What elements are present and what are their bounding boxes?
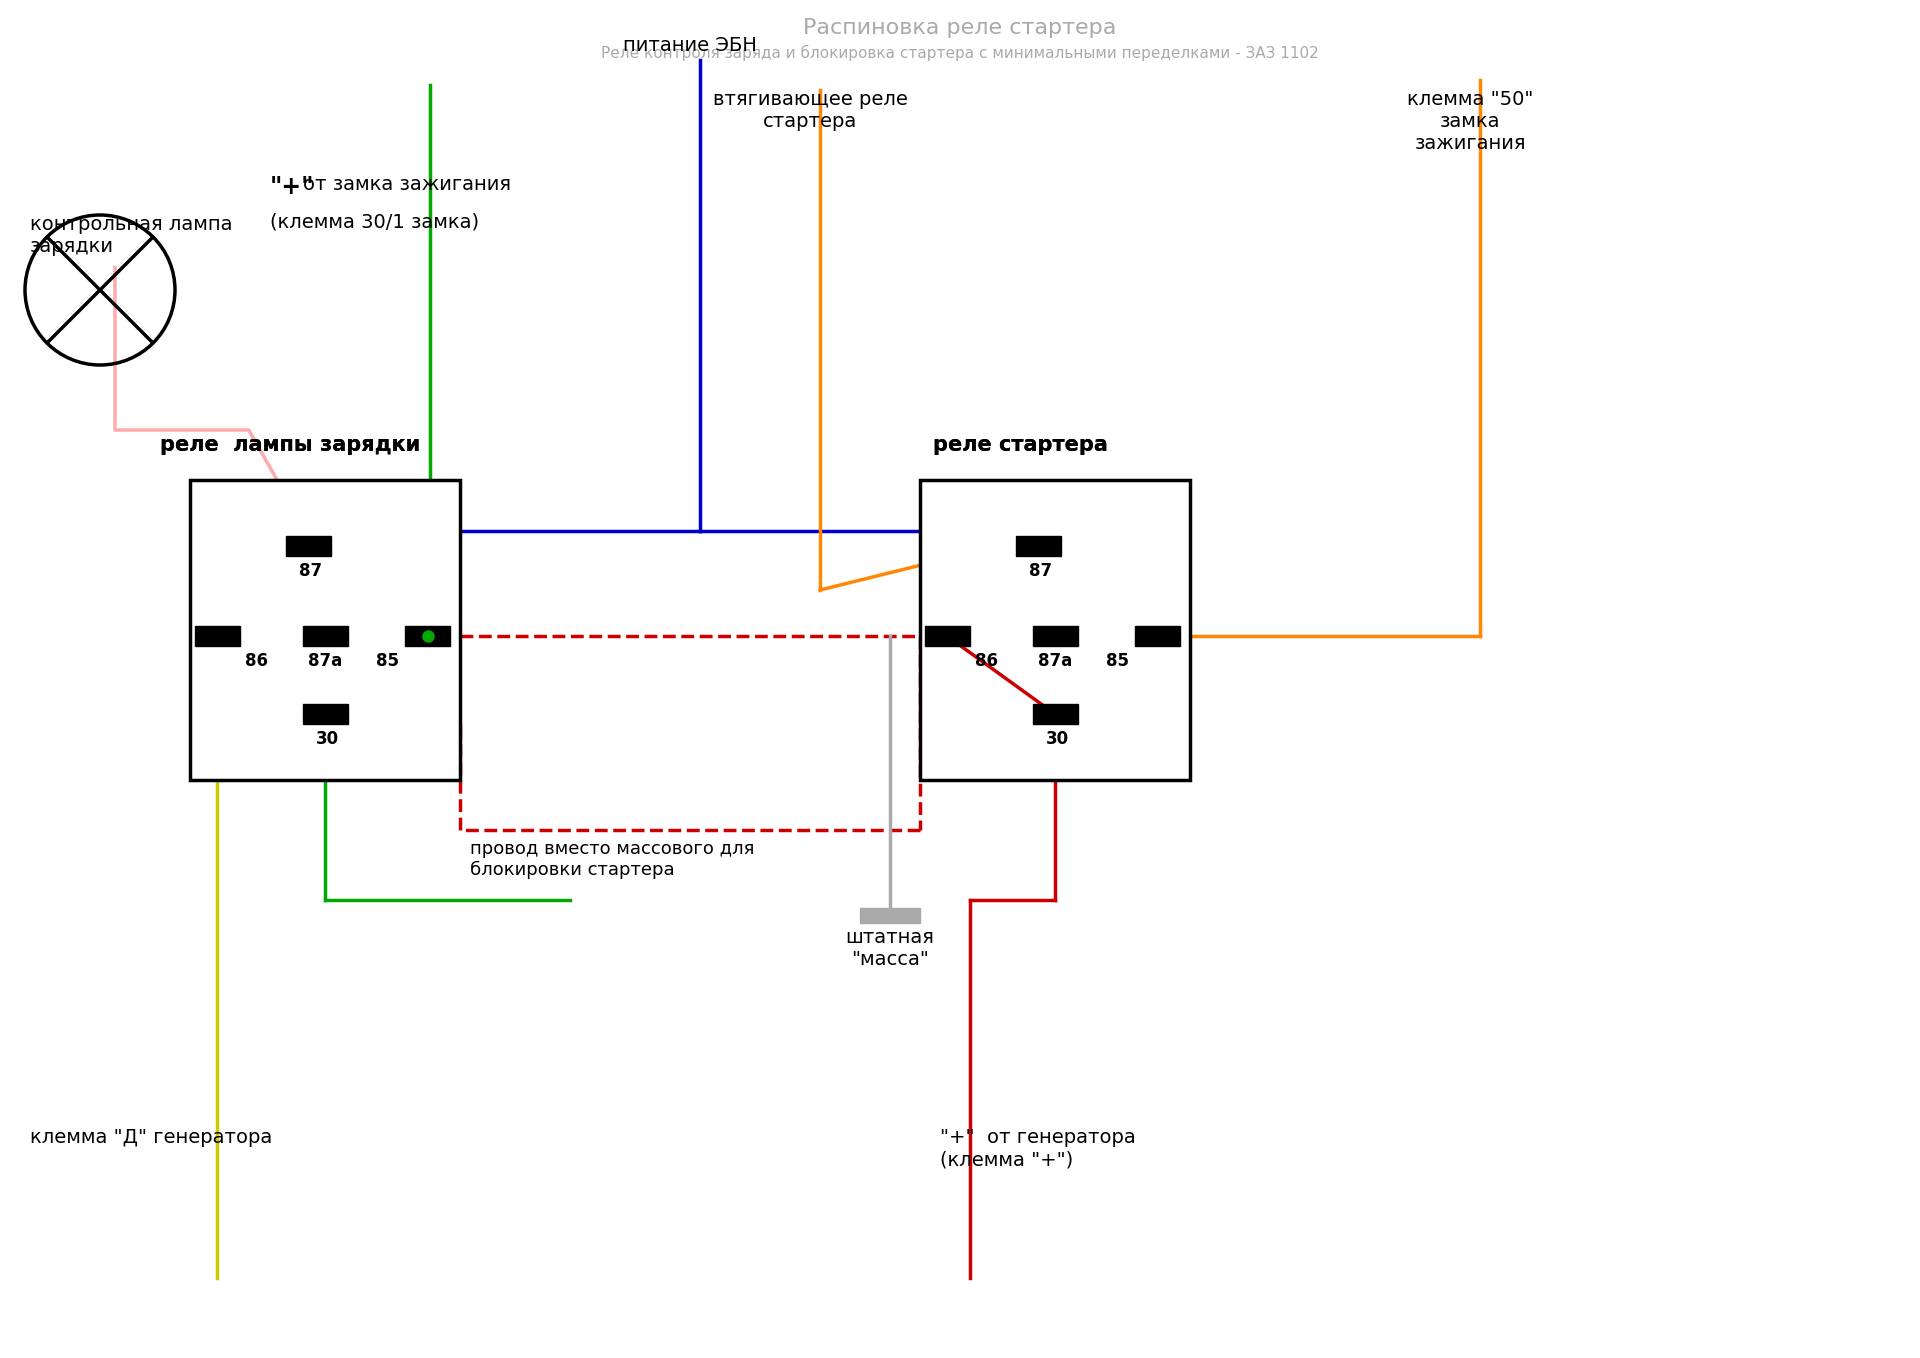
Bar	[405, 626, 449, 646]
Text: 30: 30	[315, 731, 338, 748]
Text: (клемма 30/1 замка): (клемма 30/1 замка)	[271, 212, 480, 231]
Text: штатная
"масса": штатная "масса"	[845, 928, 935, 970]
Text: контрольная лампа
зарядки: контрольная лампа зарядки	[31, 215, 232, 257]
Bar	[920, 479, 1190, 779]
Text: 85: 85	[376, 652, 399, 669]
Bar	[1135, 626, 1181, 646]
Text: реле стартера: реле стартера	[933, 435, 1108, 455]
Bar	[194, 626, 240, 646]
Text: реле  лампы зарядки: реле лампы зарядки	[159, 435, 420, 455]
Text: клемма "50"
замка
зажигания: клемма "50" замка зажигания	[1407, 90, 1534, 153]
Text: 85: 85	[1106, 652, 1129, 669]
Text: реле  лампы зарядки: реле лампы зарядки	[159, 435, 420, 455]
Bar	[1033, 703, 1077, 724]
Text: Реле контроля заряда и блокировка стартера с минимальными переделками - ЗАЗ 1102: Реле контроля заряда и блокировка старте…	[601, 45, 1319, 61]
Bar	[303, 703, 348, 724]
Text: 87: 87	[300, 562, 323, 580]
Text: 86: 86	[246, 652, 269, 669]
Bar	[303, 626, 348, 646]
Text: "+": "+"	[271, 175, 315, 200]
Bar	[925, 626, 970, 646]
Bar	[1033, 626, 1077, 646]
Text: Распиновка реле стартера: Распиновка реле стартера	[803, 18, 1117, 38]
Bar	[190, 479, 461, 779]
Text: 87a: 87a	[307, 652, 342, 669]
Text: 30: 30	[1044, 731, 1069, 748]
Text: 87: 87	[1029, 562, 1052, 580]
Text: реле стартера: реле стартера	[933, 435, 1108, 455]
Text: от замка зажигания: от замка зажигания	[303, 175, 511, 194]
Text: втягивающее реле
стартера: втягивающее реле стартера	[712, 90, 908, 130]
Text: клемма "Д" генератора: клемма "Д" генератора	[31, 1128, 273, 1148]
Bar	[286, 536, 332, 555]
Bar	[860, 909, 920, 923]
Text: провод вместо массового для
блокировки стартера: провод вместо массового для блокировки с…	[470, 841, 755, 879]
Text: "+"  от генератора
(клемма "+"): "+" от генератора (клемма "+")	[941, 1128, 1137, 1169]
Text: питание ЭБН: питание ЭБН	[624, 37, 756, 56]
Bar	[1016, 536, 1062, 555]
Text: 87a: 87a	[1039, 652, 1071, 669]
Text: 86: 86	[975, 652, 998, 669]
